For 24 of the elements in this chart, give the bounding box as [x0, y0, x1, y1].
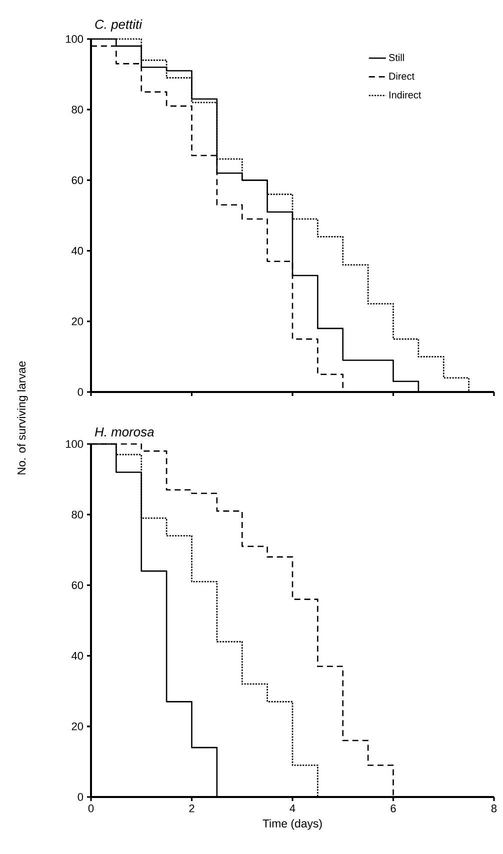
y-tick-label: 0: [78, 793, 84, 801]
y-tick-label: 20: [72, 722, 84, 730]
y-tick-label: 40: [72, 246, 84, 255]
y-tick-label: 60: [72, 581, 84, 590]
y-tick-label: 100: [66, 35, 84, 43]
y-tick-label: 0: [78, 388, 84, 396]
x-tick-label: 0: [88, 804, 94, 812]
chart-title: C. pettiti: [95, 19, 142, 32]
chart-title: H. morosa: [94, 427, 154, 436]
y-tick-label: 60: [72, 176, 84, 184]
y-tick-label: 100: [66, 440, 84, 448]
legend-label: Direct: [389, 72, 414, 80]
x-tick-label: 4: [290, 804, 296, 812]
y-tick-label: 80: [72, 510, 84, 518]
legend-label: Indirect: [389, 91, 422, 98]
y-tick-label: 40: [72, 652, 84, 660]
x-axis-title: Time (days): [262, 819, 322, 830]
y-axis-title: No. of surviving larvae: [17, 361, 28, 474]
y-tick-label: 20: [72, 318, 84, 326]
x-tick-label: 6: [390, 804, 396, 812]
x-tick-label: 2: [189, 804, 194, 812]
y-tick-label: 80: [72, 106, 84, 114]
legend-label: Still: [388, 54, 404, 62]
x-tick-label: 8: [491, 804, 497, 812]
